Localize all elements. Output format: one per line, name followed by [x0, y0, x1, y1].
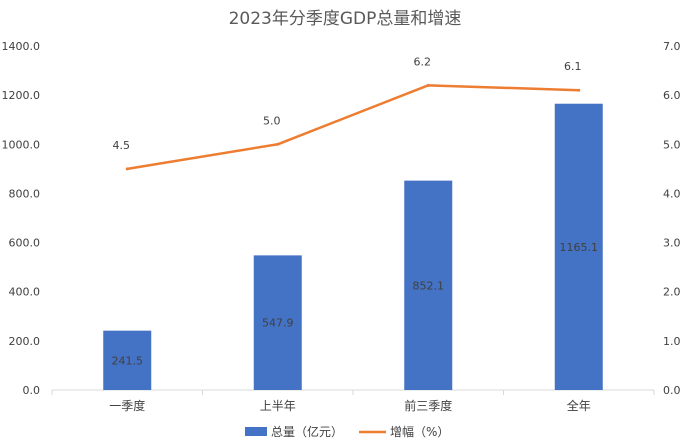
growth-line: 4.5 5.0 6.2 6.1	[113, 55, 582, 171]
line-data-label: 4.5	[113, 139, 131, 152]
y-right-tick-label: 1.0	[663, 335, 681, 348]
y-right-tick-label: 7.0	[663, 40, 681, 53]
y-right-tick-label: 4.0	[663, 187, 681, 200]
axes: 0.0 200.0 400.0 600.0 800.0 1000.0 1200.0 1400.…	[2, 40, 681, 413]
chart-title: 2023年分季度GDP总量和增速	[229, 9, 462, 29]
y-left-tick-label: 1200.0	[2, 89, 41, 102]
y-left-tick-label: 400.0	[9, 286, 41, 299]
line-data-label: 6.2	[414, 55, 432, 68]
line-data-label: 5.0	[263, 114, 281, 127]
y-right-tick-label: 2.0	[663, 286, 681, 299]
y-left-tick-label: 1000.0	[2, 138, 41, 151]
y-left-tick-label: 1400.0	[2, 40, 41, 53]
y-right-tick-label: 3.0	[663, 237, 681, 250]
bar	[103, 330, 152, 390]
x-category-label: 一季度	[109, 398, 145, 413]
line-point	[276, 142, 280, 146]
growth-line-path	[127, 84, 579, 171]
bar-data-label: 1165.1	[560, 241, 599, 254]
y-left-tick-label: 200.0	[9, 335, 41, 348]
line-point	[426, 83, 430, 87]
y-left-tick-label: 600.0	[9, 237, 41, 250]
y-left-tick-label: 800.0	[9, 187, 41, 200]
x-category-label: 前三季度	[404, 398, 452, 413]
legend-label-bar: 总量（亿元）	[271, 424, 343, 439]
y-right-tick-label: 6.0	[663, 89, 681, 102]
legend-swatch-bar	[245, 427, 267, 436]
legend: 总量（亿元） 增幅（%）	[245, 424, 449, 439]
bars: 241.5 547.9 852.1 1165.1	[103, 103, 603, 390]
x-category-label: 上半年	[260, 399, 296, 413]
line-data-label: 6.1	[564, 60, 582, 73]
y-left-tick-label: 0.0	[23, 384, 41, 397]
legend-label-line: 增幅（%）	[390, 424, 449, 439]
bar-data-label: 852.1	[413, 279, 445, 292]
y-right-tick-label: 5.0	[663, 138, 681, 151]
bar-data-label: 241.5	[112, 354, 144, 367]
bar	[554, 103, 603, 390]
bar-data-label: 547.9	[262, 317, 294, 330]
bar	[253, 255, 302, 390]
bar	[404, 180, 453, 390]
line-point	[125, 167, 129, 171]
x-category-label: 全年	[567, 398, 591, 413]
y-right-tick-label: 0.0	[663, 384, 681, 397]
line-point	[577, 88, 581, 92]
